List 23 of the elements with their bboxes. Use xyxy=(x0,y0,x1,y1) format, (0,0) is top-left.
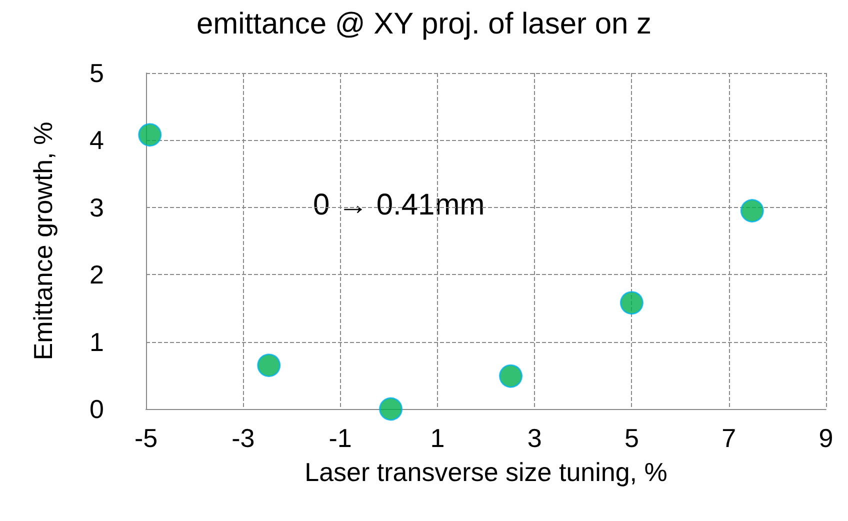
x-tick-label: 1 xyxy=(430,423,445,453)
y-tick-label: 3 xyxy=(90,192,104,222)
x-tick-label: -5 xyxy=(134,423,158,453)
point xyxy=(138,123,162,147)
point xyxy=(740,199,764,223)
x-axis-title: Laser transverse size tuning, % xyxy=(304,457,668,487)
y-tick-label: 5 xyxy=(90,58,104,88)
y-tick-label: 4 xyxy=(90,125,104,156)
x-tick-label: -3 xyxy=(232,423,255,453)
x-tick-label: 7 xyxy=(722,423,736,453)
y-axis-title: Emittance growth, % xyxy=(28,122,58,360)
y-tick-label: 2 xyxy=(90,260,104,290)
y-tick-label: 0 xyxy=(90,394,104,424)
point xyxy=(499,364,523,388)
chart-title: emittance @ XY proj. of laser on z xyxy=(196,8,652,40)
y-tick-label: 1 xyxy=(90,326,104,357)
point xyxy=(620,291,644,315)
x-tick-label: -1 xyxy=(328,423,352,453)
x-tick-label: 3 xyxy=(527,423,542,453)
x-tick-label: 5 xyxy=(624,423,639,453)
x-tick-label: 9 xyxy=(818,423,834,453)
point xyxy=(257,354,281,378)
point xyxy=(379,397,403,421)
